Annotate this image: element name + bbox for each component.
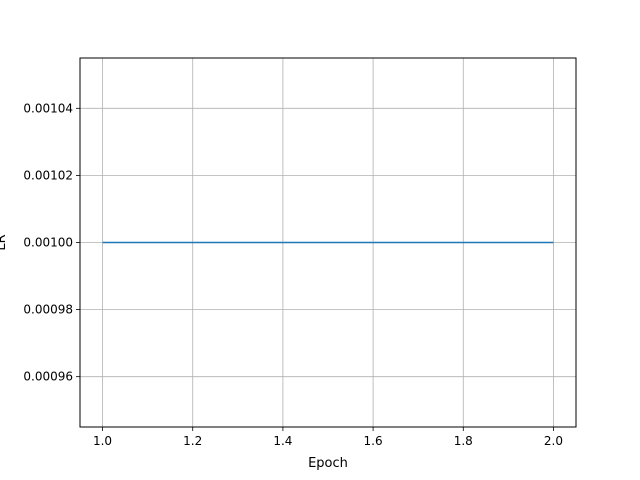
x-tick-label: 1.4: [273, 434, 292, 448]
y-tick-label: 0.00098: [23, 303, 73, 317]
y-tick-label: 0.00104: [23, 101, 73, 115]
y-tick-label: 0.00102: [23, 168, 73, 182]
x-tick-label: 1.6: [364, 434, 383, 448]
x-tick-label: 1.0: [93, 434, 112, 448]
x-tick-label: 1.8: [454, 434, 473, 448]
x-axis-label: Epoch: [308, 456, 348, 471]
x-tick-label: 2.0: [544, 434, 563, 448]
y-tick-label: 0.00100: [23, 236, 73, 250]
y-axis: 0.00096 0.00098 0.00100 0.00102 0.00104: [23, 101, 80, 384]
x-tick-label: 1.2: [183, 434, 202, 448]
y-tick-label: 0.00096: [23, 370, 73, 384]
x-axis: 1.0 1.2 1.4 1.6 1.8 2.0: [93, 427, 563, 448]
y-axis-label: LR: [0, 234, 9, 250]
